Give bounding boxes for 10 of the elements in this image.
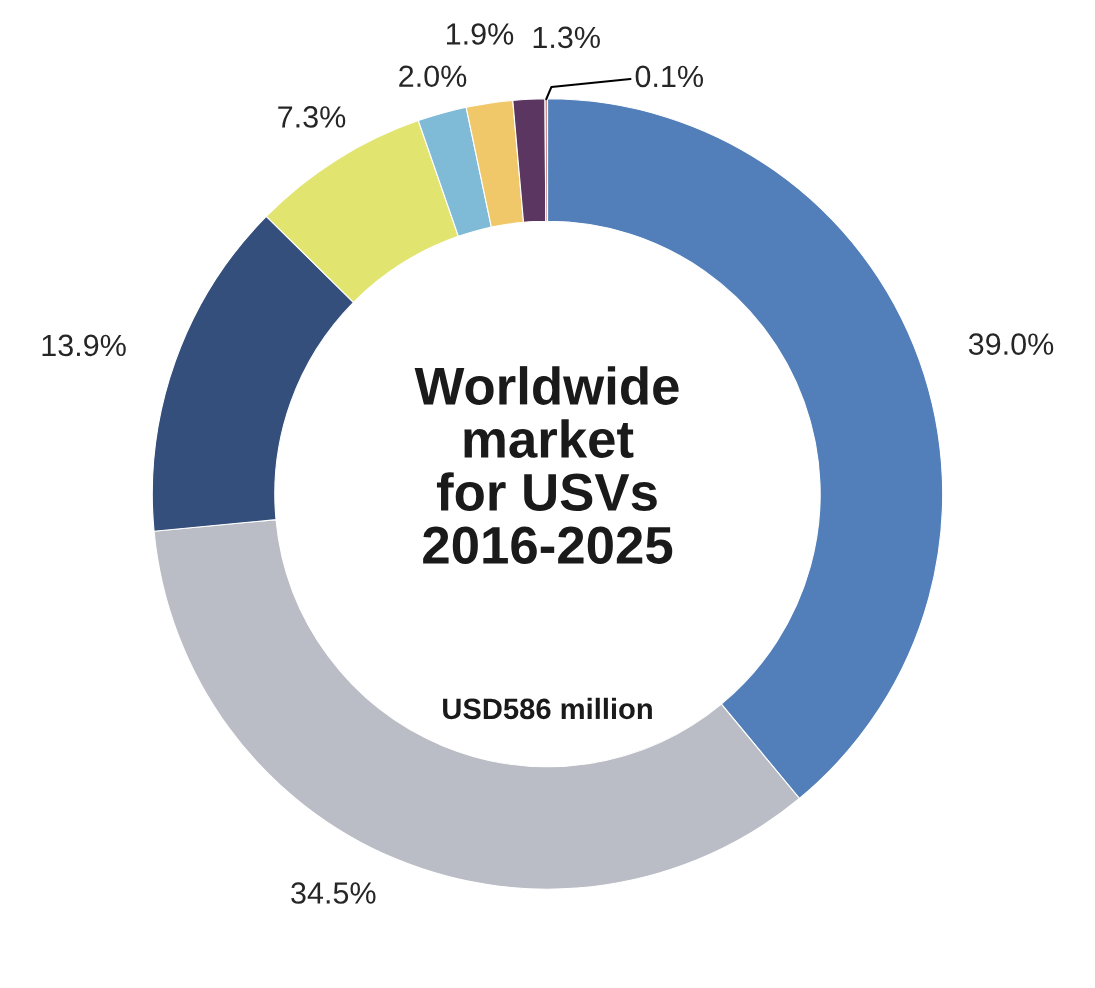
text: USD586 million (443, 697, 652, 720)
data-label: 39.0% (968, 333, 1054, 355)
data-label: 13.9% (42, 334, 126, 357)
data-label: 7.3% (278, 106, 346, 128)
data-label: 1.9% (446, 23, 514, 45)
data-label: 34.5% (291, 882, 376, 904)
data-label: 0.1% (635, 65, 703, 88)
data-label: 1.3% (533, 26, 600, 49)
text: Worldwide market for USVs 2016-2025 (414, 366, 679, 564)
data-label: 2.0% (399, 65, 467, 88)
